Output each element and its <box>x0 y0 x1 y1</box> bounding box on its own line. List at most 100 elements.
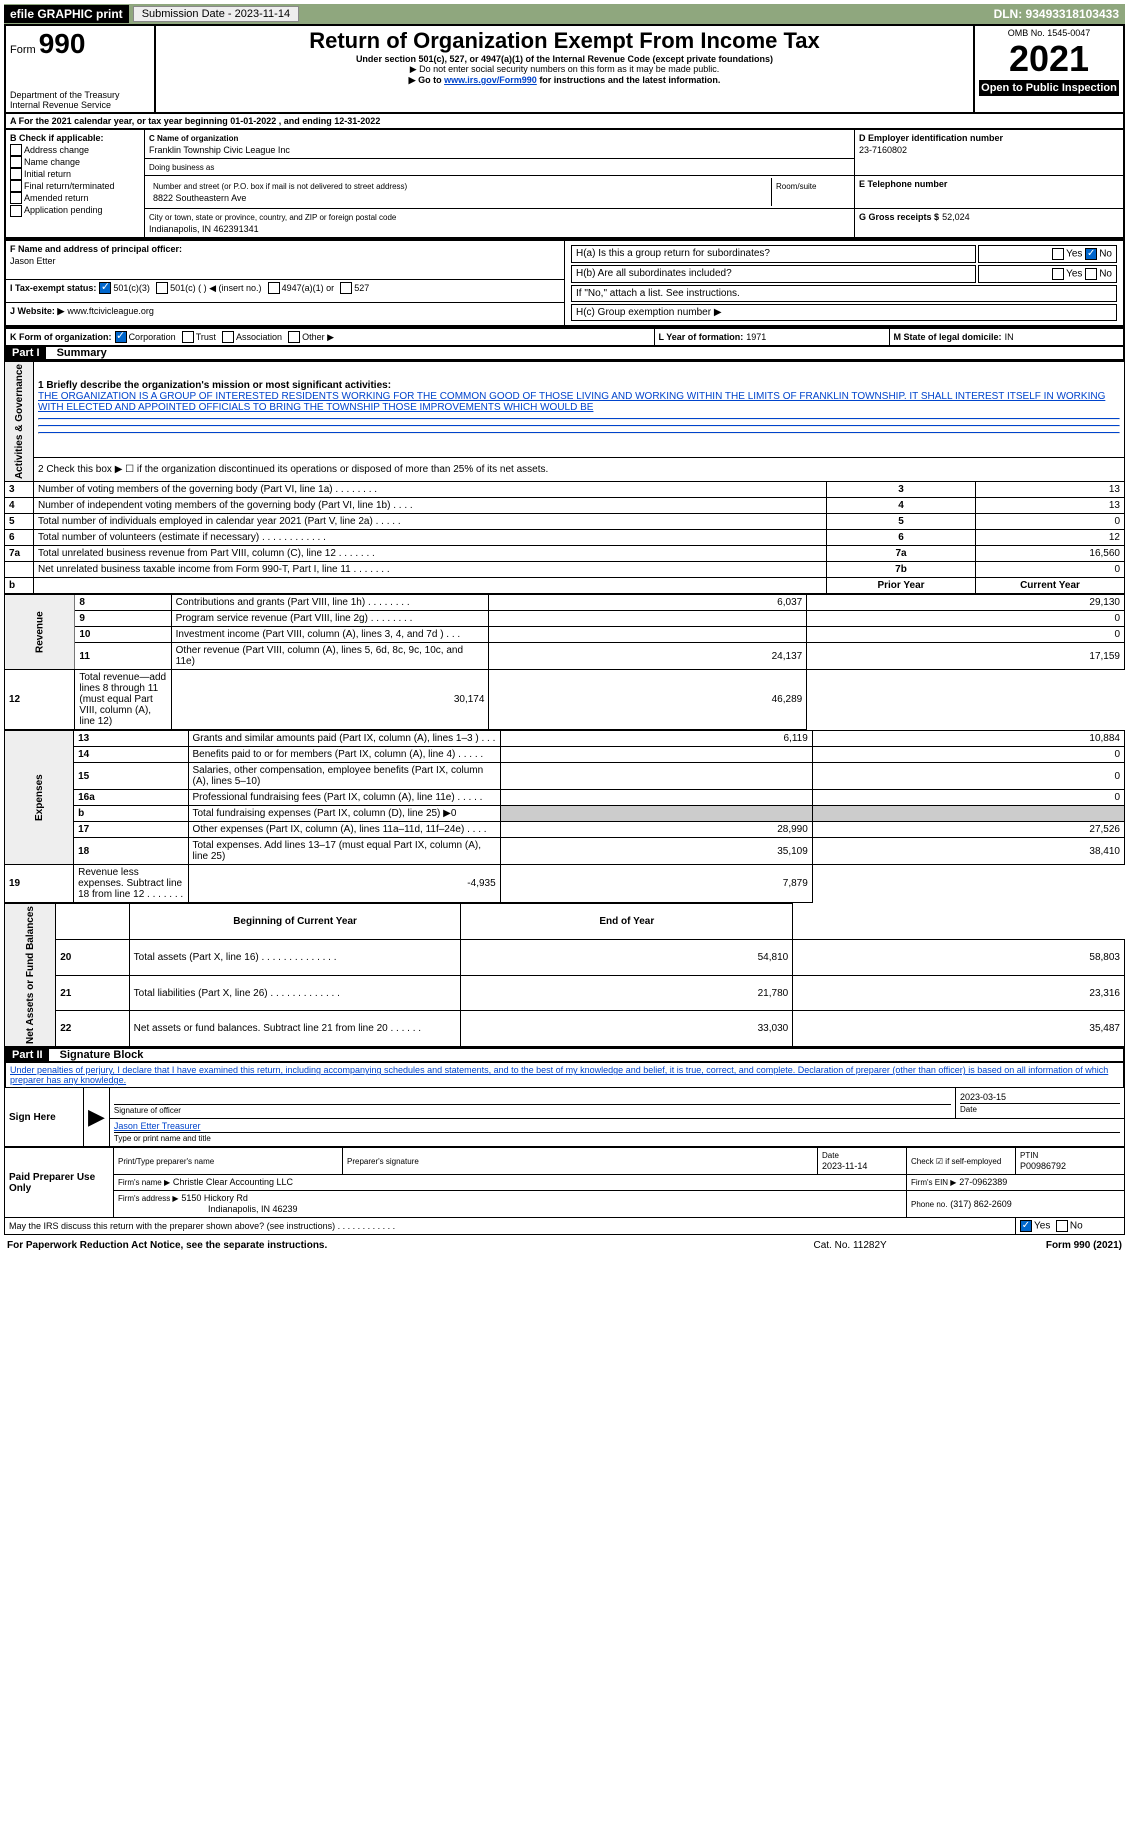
amended-return-checkbox[interactable] <box>10 192 22 204</box>
net-table: Net Assets or Fund Balances Beginning of… <box>4 903 1125 1047</box>
b-label: b <box>5 578 34 594</box>
box-f-label: F Name and address of principal officer: <box>10 244 182 254</box>
street-label: Number and street (or P.O. box if mail i… <box>153 182 407 191</box>
box-d-label: D Employer identification number <box>859 133 1003 143</box>
table-row: 19Revenue less expenses. Subtract line 1… <box>5 865 1125 903</box>
table-row: 6Total number of volunteers (estimate if… <box>5 530 1125 546</box>
box-a: A For the 2021 calendar year, or tax yea… <box>4 114 1125 128</box>
table-row: Net unrelated business taxable income fr… <box>5 562 1125 578</box>
hb-label: H(b) Are all subordinates included? <box>571 265 976 283</box>
state-domicile: IN <box>1005 332 1014 342</box>
table-row: 21Total liabilities (Part X, line 26) . … <box>5 975 1125 1011</box>
dba-label: Doing business as <box>149 163 214 172</box>
table-row: 22Net assets or fund balances. Subtract … <box>5 1011 1125 1047</box>
vlabel-revenue: Revenue <box>5 595 75 670</box>
form-title: Return of Organization Exempt From Incom… <box>160 28 969 54</box>
prior-header: Prior Year <box>827 578 976 594</box>
dept-label: Department of the Treasury Internal Reve… <box>10 90 150 110</box>
box-g-label: G Gross receipts $ <box>859 212 939 222</box>
revenue-table: Revenue 8Contributions and grants (Part … <box>4 594 1125 730</box>
table-row: bTotal fundraising expenses (Part IX, co… <box>5 806 1125 822</box>
mission-text[interactable]: THE ORGANIZATION IS A GROUP OF INTERESTE… <box>38 391 1105 413</box>
expenses-table: Expenses 13Grants and similar amounts pa… <box>4 730 1125 903</box>
open-inspection: Open to Public Inspection <box>979 80 1119 96</box>
date-label: Date <box>960 1105 977 1114</box>
initial-return-checkbox[interactable] <box>10 168 22 180</box>
application-pending-checkbox[interactable] <box>10 205 22 217</box>
city: Indianapolis, IN 462391341 <box>149 224 259 234</box>
org-name: Franklin Township Civic League Inc <box>149 145 290 155</box>
submission-date-button[interactable]: Submission Date - 2023-11-14 <box>133 6 299 22</box>
ha-yes[interactable] <box>1052 248 1064 260</box>
irs-link[interactable]: www.irs.gov/Form990 <box>444 75 537 85</box>
corp-checkbox[interactable]: ✓ <box>115 331 127 343</box>
ha-no[interactable]: ✓ <box>1085 248 1097 260</box>
table-row: 15Salaries, other compensation, employee… <box>5 763 1125 790</box>
box-b: B Check if applicable: Address change Na… <box>5 129 145 238</box>
q1-label: 1 Briefly describe the organization's mi… <box>38 380 391 391</box>
fh-block: F Name and address of principal officer:… <box>4 239 1125 327</box>
dln-label: DLN: 93493318103433 <box>994 7 1125 21</box>
table-row: 10Investment income (Part VIII, column (… <box>5 627 1125 643</box>
discuss-no[interactable] <box>1056 1220 1068 1232</box>
form-header: Form 990 Department of the Treasury Inte… <box>4 24 1125 114</box>
table-row: 12Total revenue—add lines 8 through 11 (… <box>5 670 1125 730</box>
officer-name: Jason Etter <box>10 256 56 266</box>
hb-no[interactable] <box>1085 268 1097 280</box>
ein: 23-7160802 <box>859 145 907 155</box>
table-row: 14Benefits paid to or for members (Part … <box>5 747 1125 763</box>
box-j-label: J Website: ▶ <box>10 306 64 316</box>
sig-date: 2023-03-15 <box>960 1092 1006 1102</box>
table-row: 9Program service revenue (Part VIII, lin… <box>5 611 1125 627</box>
form-label: Form <box>10 44 36 56</box>
table-row: 8Contributions and grants (Part VIII, li… <box>5 595 1125 611</box>
begin-header: Beginning of Current Year <box>129 904 461 940</box>
hb-yes[interactable] <box>1052 268 1064 280</box>
firm-name: Christle Clear Accounting LLC <box>173 1177 293 1187</box>
h-ifno: If "No," attach a list. See instructions… <box>571 285 1117 302</box>
4947-checkbox[interactable] <box>268 282 280 294</box>
table-row: 13Grants and similar amounts paid (Part … <box>5 731 1125 747</box>
assoc-checkbox[interactable] <box>222 331 234 343</box>
table-row: 20Total assets (Part X, line 16) . . . .… <box>5 939 1125 975</box>
box-m-label: M State of legal domicile: <box>894 332 1002 342</box>
form-subtitle: Under section 501(c), 527, or 4947(a)(1)… <box>160 54 969 64</box>
hc-label: H(c) Group exemption number ▶ <box>571 304 1117 321</box>
tax-year: 2021 <box>979 38 1119 80</box>
vlabel-net: Net Assets or Fund Balances <box>5 904 56 1047</box>
note-goto-2: for instructions and the latest informat… <box>539 75 720 85</box>
officer-typed: Jason Etter Treasurer <box>114 1121 201 1131</box>
firm-ein: 27-0962389 <box>959 1177 1007 1187</box>
firm-addr2: Indianapolis, IN 46239 <box>118 1204 298 1214</box>
trust-checkbox[interactable] <box>182 331 194 343</box>
table-row: 16aProfessional fundraising fees (Part I… <box>5 790 1125 806</box>
klm-block: K Form of organization: ✓Corporation Tru… <box>4 327 1125 347</box>
table-row: 5Total number of individuals employed in… <box>5 514 1125 530</box>
name-change-checkbox[interactable] <box>10 156 22 168</box>
signature-block: Sign Here ▶ Signature of officer 2023-03… <box>4 1087 1125 1147</box>
part2-label: Signature Block <box>52 1049 144 1061</box>
527-checkbox[interactable] <box>340 282 352 294</box>
discuss-yes[interactable]: ✓ <box>1020 1220 1032 1232</box>
other-checkbox[interactable] <box>288 331 300 343</box>
efile-label: efile GRAPHIC print <box>4 5 129 23</box>
table-row: 18Total expenses. Add lines 13–17 (must … <box>5 838 1125 865</box>
table-row: 3Number of voting members of the governi… <box>5 482 1125 498</box>
501c3-checkbox[interactable]: ✓ <box>99 282 111 294</box>
501c-checkbox[interactable] <box>156 282 168 294</box>
firm-addr: 5150 Hickory Rd <box>181 1193 248 1203</box>
end-header: End of Year <box>461 904 793 940</box>
box-k-label: K Form of organization: <box>10 332 112 342</box>
final-return-checkbox[interactable] <box>10 180 22 192</box>
note-ssn: ▶ Do not enter social security numbers o… <box>160 64 969 75</box>
box-i-label: I Tax-exempt status: <box>10 283 96 293</box>
discuss-label: May the IRS discuss this return with the… <box>9 1221 395 1231</box>
addr-change-checkbox[interactable] <box>10 144 22 156</box>
preparer-block: Paid Preparer Use Only Print/Type prepar… <box>4 1147 1125 1235</box>
box-l-label: L Year of formation: <box>659 332 744 342</box>
part1-table: Activities & Governance 1 Briefly descri… <box>4 361 1125 594</box>
top-bar: efile GRAPHIC print Submission Date - 20… <box>4 4 1125 24</box>
ptin: P00986792 <box>1020 1161 1066 1171</box>
vlabel-activities: Activities & Governance <box>5 362 34 482</box>
prep-date: 2023-11-14 <box>822 1161 867 1171</box>
